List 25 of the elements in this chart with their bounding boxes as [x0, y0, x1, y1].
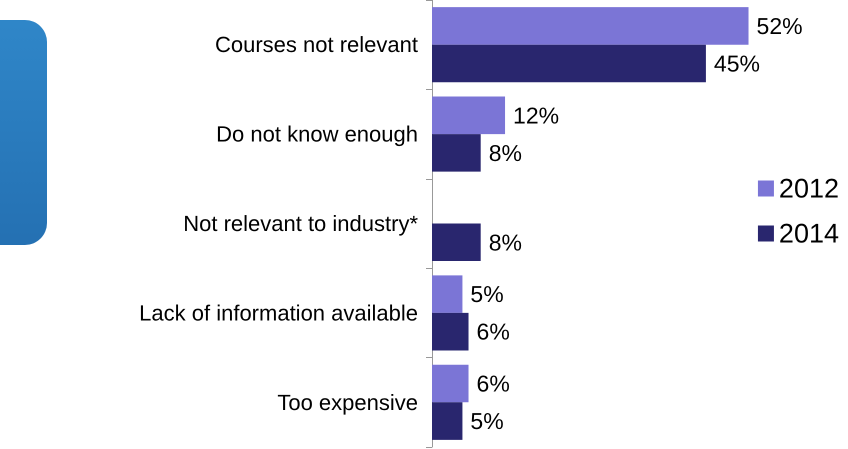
bar: [432, 364, 469, 402]
data-label: 6%: [476, 370, 510, 397]
y-tick-label: Too expensive: [277, 390, 418, 415]
data-label: 8%: [488, 229, 522, 256]
data-label: 5%: [470, 281, 504, 308]
bar: [432, 402, 462, 440]
data-label: 45%: [714, 50, 760, 76]
bar: [432, 96, 506, 134]
bar: [432, 7, 749, 45]
bar: [432, 275, 462, 313]
data-label: 52%: [756, 12, 803, 39]
legend-label: 2012: [778, 174, 840, 204]
y-tick-label: Courses not relevant: [215, 32, 418, 58]
y-tick-label: Do not know enough: [216, 122, 418, 147]
data-label: 5%: [470, 408, 504, 434]
bar: [432, 134, 481, 172]
bar: [432, 44, 706, 82]
y-tick-label: Lack of information available: [139, 300, 418, 326]
bar: [432, 312, 469, 350]
legend-label: 2014: [778, 218, 840, 248]
data-label: 12%: [513, 102, 560, 128]
bar: [432, 224, 481, 262]
data-label: 6%: [476, 318, 510, 345]
data-label: 8%: [488, 140, 522, 166]
y-tick-label: Not relevant to industry*: [183, 211, 418, 236]
